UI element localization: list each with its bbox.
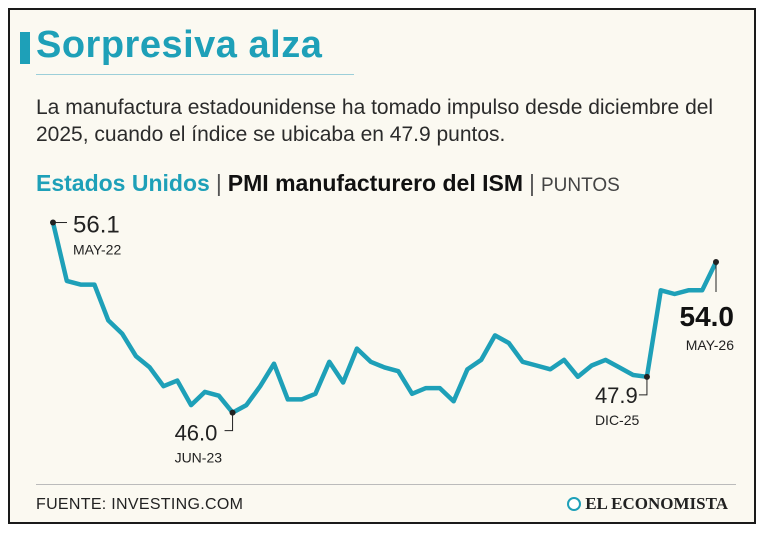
globe-icon	[567, 497, 582, 511]
date-label-max: MAY-22	[73, 242, 121, 258]
title-accent-bar	[20, 32, 30, 64]
annotation-max: 56.1 MAY-22	[50, 212, 121, 258]
pmi-line-chart: 56.1 MAY-22 46.0 JUN-23 47.9 DIC-25 54.0…	[50, 212, 735, 466]
value-label-last: 54.0	[680, 301, 735, 332]
date-label-min: JUN-23	[175, 450, 223, 466]
value-label-min: 46.0	[175, 421, 218, 446]
value-label-max: 56.1	[73, 212, 120, 239]
point-last	[713, 259, 719, 266]
brand-name: EL ECONOMISTA	[585, 494, 728, 513]
footer-divider	[36, 484, 736, 485]
chart-title: Sorpresiva alza	[36, 24, 323, 66]
indicator-label: PMI manufacturero del ISM	[227, 170, 524, 196]
point-min	[229, 409, 236, 416]
units-label: PUNTOS	[541, 175, 620, 196]
point-dic25	[643, 373, 650, 380]
infographic-card: Sorpresiva alza La manufactura estadouni…	[8, 8, 756, 524]
brand-logo: EL ECONOMISTA	[567, 494, 728, 514]
separator-2: |	[529, 170, 535, 196]
annotation-last: 54.0 MAY-26	[680, 259, 735, 353]
country-label: Estados Unidos	[36, 170, 210, 196]
series-line	[50, 220, 719, 415]
annotation-min: 46.0 JUN-23	[175, 409, 236, 466]
point-max	[50, 219, 56, 226]
date-label-dic25: DIC-25	[595, 412, 640, 428]
chart-subtitle: La manufactura estadounidense ha tomado …	[36, 96, 714, 146]
value-label-dic25: 47.9	[595, 383, 638, 408]
annotation-dic25: 47.9 DIC-25	[595, 373, 650, 428]
indicator-header: Estados Unidos | PMI manufacturero del ISM…	[36, 170, 620, 197]
title-underline	[36, 74, 354, 75]
leader-line-min	[224, 412, 234, 432]
source-label: FUENTE: INVESTING.COM	[36, 496, 244, 513]
leader-line-dic25	[638, 376, 648, 396]
date-label-last: MAY-26	[686, 337, 734, 353]
separator-1: |	[215, 170, 222, 196]
